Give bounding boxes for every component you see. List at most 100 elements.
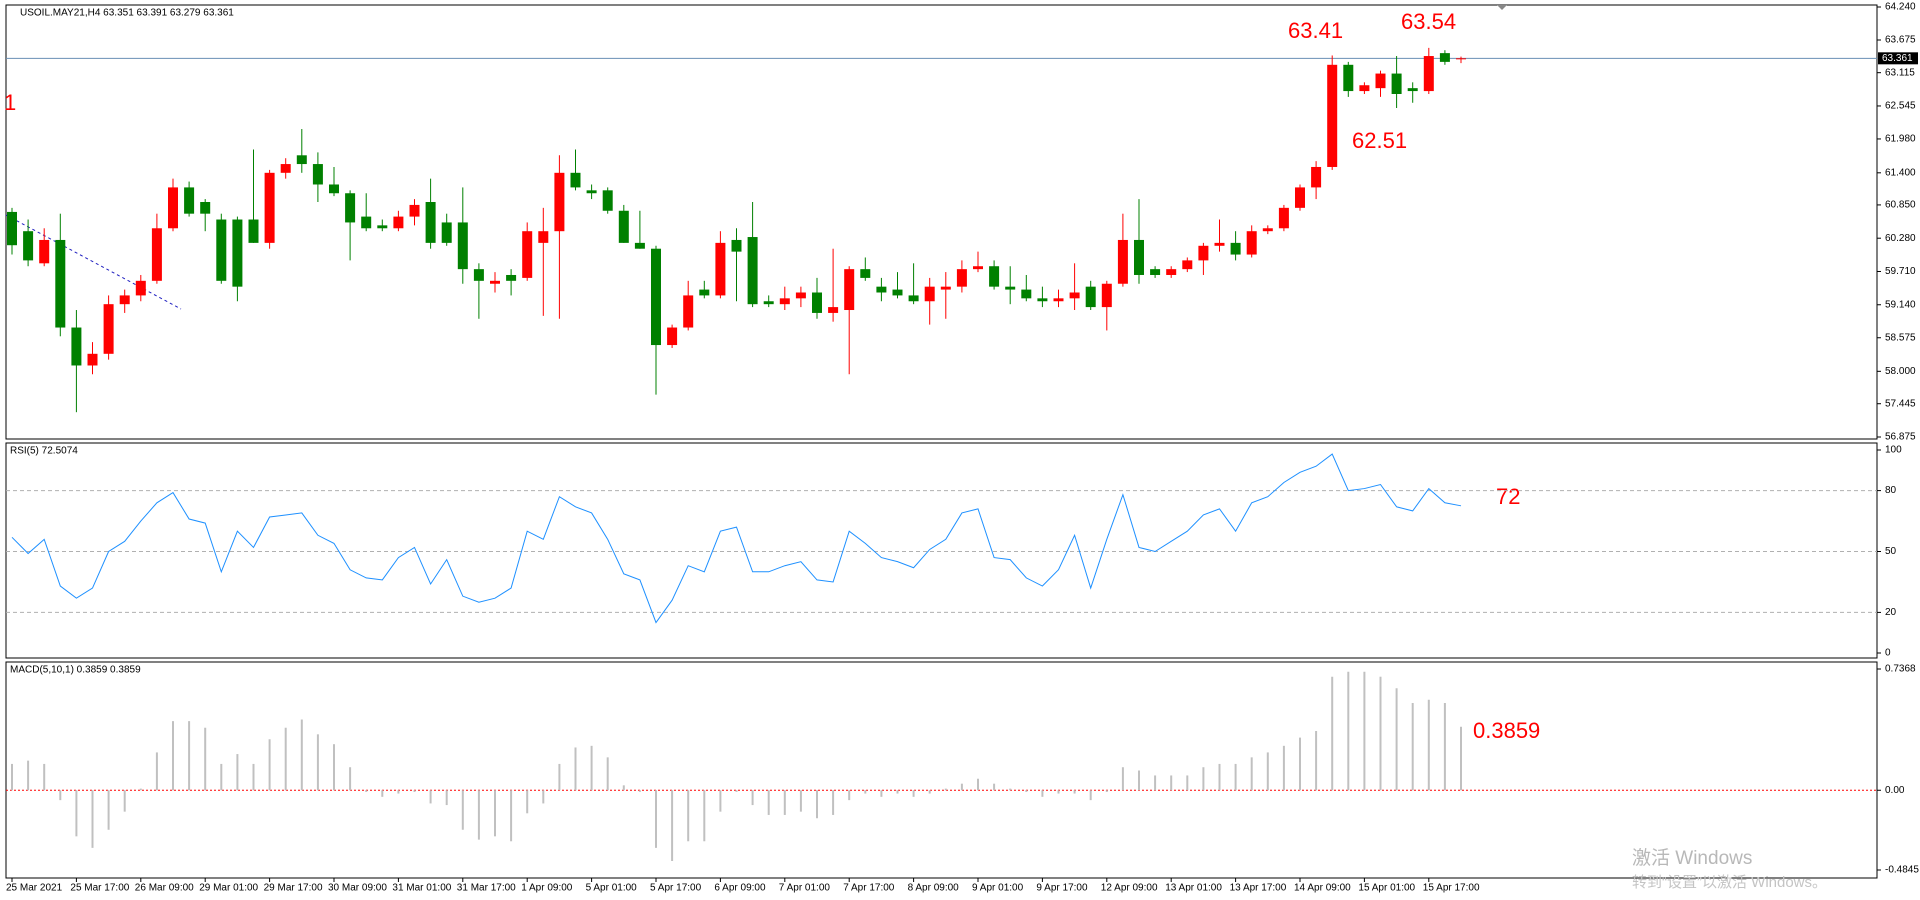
candle-body [248,219,259,243]
candle-body [1134,239,1144,275]
candle-body [506,274,517,281]
candle-body [216,219,227,281]
y-tick-label: 62.545 [1885,101,1916,112]
candle-body [554,172,565,232]
candle-body [892,289,903,296]
candle-body [441,222,452,243]
candle-body [1198,245,1209,261]
candle-body [7,211,17,246]
candle-body [168,187,178,229]
y-tick-label: 61.400 [1885,167,1916,178]
candle-body [1327,64,1338,167]
x-tick-label: 7 Apr 17:00 [843,883,895,894]
annotation: 62.51 [1352,128,1407,153]
x-tick-label: 5 Apr 01:00 [586,883,638,894]
candle-body [763,301,774,305]
candle-body [71,327,82,366]
candle-body [1117,239,1128,284]
candle-body [1278,207,1289,229]
candle-body [602,190,613,211]
candle-body [1359,85,1370,92]
candle-body [618,210,629,243]
candle-body [55,239,66,328]
candle-body [1295,187,1305,208]
main-panel [5,4,1878,440]
candle-body [23,231,34,261]
candle-body [329,184,339,194]
candle-body [1182,260,1193,270]
macd-panel [5,661,1878,879]
candle-body [1150,269,1161,275]
candle-body [522,231,533,278]
candle-body [184,187,195,214]
rsi-panel [5,442,1878,659]
candle-body [570,172,581,188]
candle-body [795,292,806,299]
candle-body [1214,242,1225,246]
candle-body [1085,286,1096,308]
candle-body [1456,58,1466,60]
candle-body [135,280,146,296]
candle-body [1439,53,1450,62]
y-tick-label: 63.115 [1885,67,1915,78]
y-tick-label: 50 [1885,546,1897,557]
candle-body [296,155,307,165]
candle-body [828,307,839,313]
x-tick-label: 7 Apr 01:00 [779,883,831,894]
y-tick-label: 58.000 [1885,366,1916,377]
candle-body [39,239,50,264]
candle-body [1407,88,1418,92]
candle-body [312,164,323,185]
y-tick-label: 80 [1885,485,1897,496]
y-tick-label: 0.7368 [1885,664,1916,675]
price-tag-label: 63.361 [1882,53,1913,64]
x-tick-label: 25 Mar 17:00 [70,883,129,894]
y-tick-label: 63.675 [1885,35,1916,46]
candle-body [1166,269,1177,275]
x-tick-label: 31 Mar 01:00 [392,883,451,894]
y-tick-label: 0.00 [1885,785,1905,796]
candle-body [924,286,935,302]
candle-body [651,248,661,346]
x-tick-label: 5 Apr 17:00 [650,883,702,894]
x-tick-label: 13 Apr 01:00 [1165,883,1222,894]
candle-body [1246,231,1257,255]
annotation: 72 [1496,484,1520,509]
annotation: 63.54 [1401,9,1456,34]
candle-body [377,225,388,229]
candle-body [1311,166,1322,188]
x-tick-label: 30 Mar 09:00 [328,883,387,894]
x-tick-label: 26 Mar 09:00 [135,883,194,894]
candle-body [1069,292,1080,299]
candle-body [1343,64,1354,92]
y-tick-label: 61.980 [1885,134,1916,145]
candle-body [812,292,822,313]
candle-body [683,295,694,328]
candle-body [1375,73,1386,89]
candle-body [989,266,1000,287]
y-tick-label: 58.575 [1885,332,1916,343]
y-tick-label: 57.445 [1885,398,1916,409]
candle-body [1005,286,1016,290]
price-tag [1878,52,1918,65]
candle-body [345,193,356,223]
y-tick-label: 64.240 [1885,2,1916,13]
x-tick-label: 14 Apr 09:00 [1294,883,1351,894]
x-tick-label: 1 Apr 09:00 [521,883,573,894]
macd-title: MACD(5,10,1) 0.3859 0.3859 [10,665,141,676]
candle-body [393,216,404,229]
x-tick-label: 15 Apr 17:00 [1423,883,1480,894]
candle-body [1101,283,1112,308]
candle-body [264,172,275,243]
x-tick-label: 8 Apr 09:00 [908,883,960,894]
main-title: USOIL.MAY21,H4 63.351 63.391 63.279 63.3… [20,8,234,19]
annotation: 0.3859 [1473,718,1540,743]
y-tick-label: 56.875 [1885,432,1916,443]
candle-body [103,304,114,354]
candle-body [634,242,645,249]
watermark: 激活 Windows [1632,847,1752,869]
candle-body [1021,289,1032,299]
candle-body [876,286,887,293]
candle-body [956,269,967,287]
